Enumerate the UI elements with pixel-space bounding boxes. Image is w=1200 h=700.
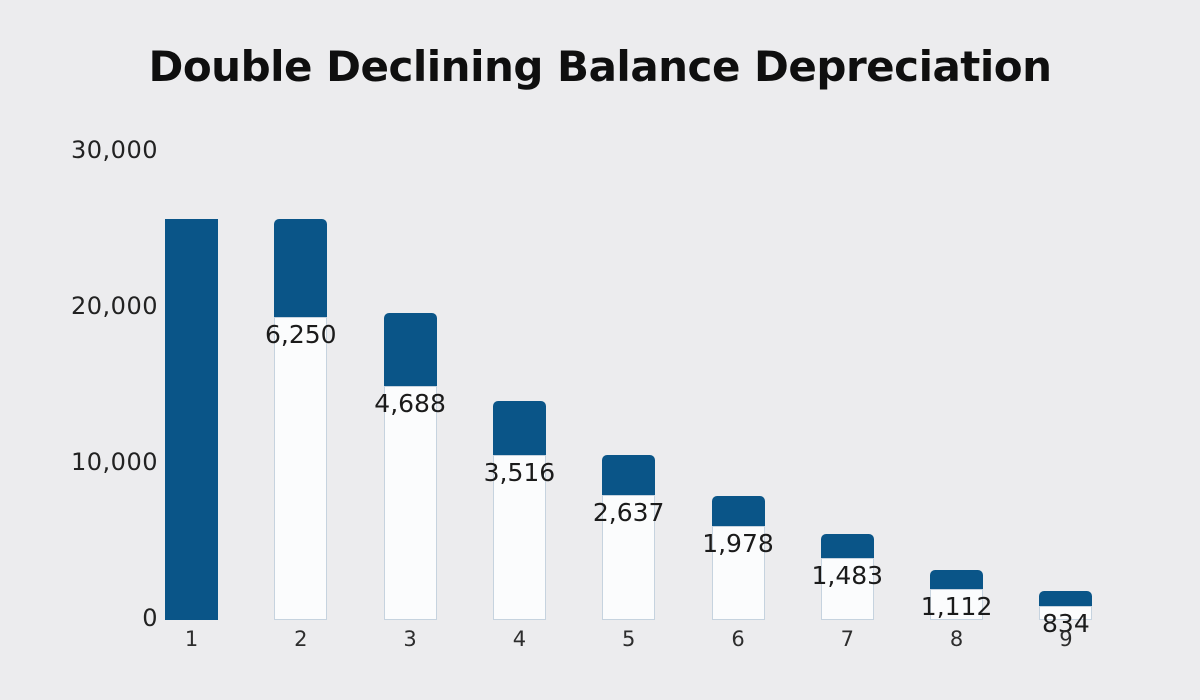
x-axis-label: 8	[949, 627, 964, 651]
bar-depreciation-segment	[383, 313, 437, 387]
y-axis-tick-label: 30,000	[71, 136, 158, 165]
bar-remainder-segment	[930, 588, 984, 620]
x-axis-label: 4	[512, 627, 527, 651]
bar-depreciation-segment	[930, 569, 984, 589]
y-axis-tick-label: 0	[142, 603, 158, 632]
bar-depreciation-segment	[820, 534, 874, 558]
bar-value-label: 6,250	[265, 319, 337, 349]
bar-value-label: 4,688	[374, 389, 446, 419]
bar-remainder-segment	[1039, 605, 1093, 620]
bar-value-label: 1,978	[702, 529, 774, 559]
bar-remainder-segment	[711, 526, 765, 620]
x-axis-label: 5	[622, 627, 636, 651]
y-axis-tick-label: 10,000	[71, 447, 158, 476]
bar-value-label: 834	[1042, 608, 1090, 638]
bar-depreciation-segment	[711, 496, 765, 527]
bar-remainder-segment	[274, 316, 328, 620]
x-axis-label: 6	[731, 627, 745, 651]
bar-value-label: 3,516	[483, 458, 556, 488]
bar-remainder-segment	[602, 495, 656, 620]
x-axis-label: 3	[403, 627, 417, 651]
chart-title: Double Declining Balance Depreciation	[148, 42, 1052, 91]
bar-value-label: 2,637	[592, 498, 665, 528]
bar-initial-value-segment	[165, 218, 218, 620]
bar-depreciation-segment	[274, 218, 328, 317]
x-axis-label: 1	[184, 627, 199, 651]
bar-depreciation-segment	[492, 401, 546, 456]
bar-value-label: 1,112	[920, 591, 993, 621]
x-axis-label: 9	[1059, 627, 1073, 651]
bar-remainder-segment	[820, 558, 874, 620]
x-axis-label: 2	[294, 627, 308, 651]
bar-depreciation-segment	[1039, 591, 1093, 606]
y-axis-tick-label: 20,000	[71, 292, 158, 320]
bar-remainder-segment	[383, 386, 437, 620]
x-axis-label: 7	[840, 627, 854, 651]
bar-depreciation-segment	[602, 455, 656, 496]
bar-remainder-segment	[492, 455, 546, 620]
bar-value-label: 1,483	[811, 561, 884, 590]
